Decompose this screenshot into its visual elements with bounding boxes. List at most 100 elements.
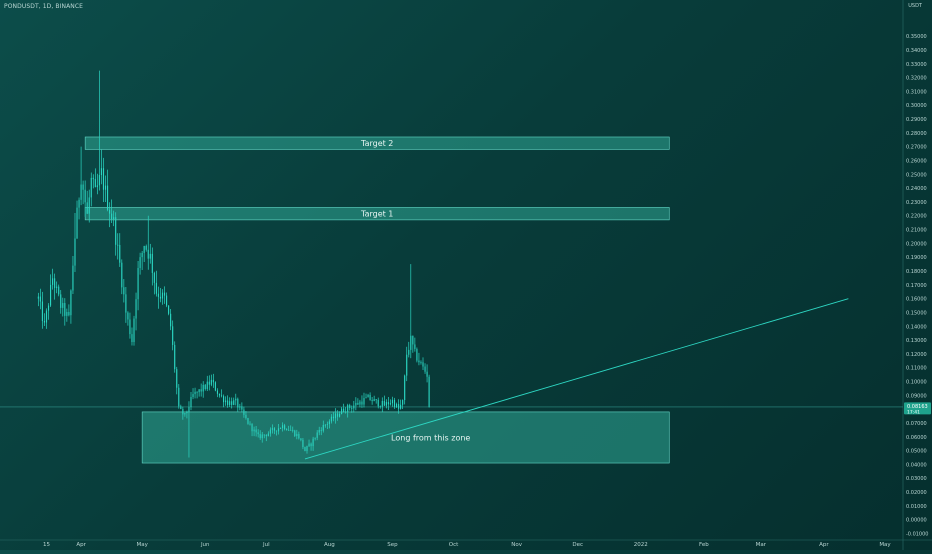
candle[interactable] (115, 212, 117, 256)
candle[interactable] (39, 288, 41, 310)
candle[interactable] (239, 403, 241, 411)
candle[interactable] (414, 337, 416, 352)
candle[interactable] (74, 212, 76, 273)
candle[interactable] (286, 428, 288, 431)
candle[interactable] (172, 320, 174, 351)
candle[interactable] (141, 250, 143, 270)
candle[interactable] (391, 396, 394, 407)
zone-long[interactable] (141, 411, 670, 464)
support-trendline[interactable] (304, 298, 849, 460)
candle[interactable] (343, 403, 345, 413)
candle[interactable] (310, 442, 312, 451)
candle[interactable] (247, 417, 249, 425)
candle[interactable] (400, 399, 402, 410)
candle[interactable] (265, 434, 267, 442)
candle[interactable] (125, 287, 127, 323)
candle[interactable] (377, 397, 379, 409)
candle[interactable] (145, 244, 147, 252)
candle[interactable] (341, 407, 343, 415)
candle[interactable] (208, 375, 210, 391)
candle[interactable] (367, 393, 369, 398)
candle[interactable] (381, 397, 383, 413)
candle[interactable] (261, 432, 263, 443)
candle[interactable] (229, 397, 231, 407)
candle[interactable] (328, 419, 330, 429)
candle[interactable] (316, 430, 318, 441)
candle[interactable] (176, 366, 178, 395)
candle[interactable] (395, 402, 398, 409)
candle[interactable] (225, 396, 227, 406)
candle[interactable] (153, 271, 155, 295)
time-axis[interactable]: 15 Apr May Jun Jul Aug Sep Oct Nov Dec 2022 Feb Mar A… (43, 542, 891, 548)
candle[interactable] (410, 264, 412, 359)
candle[interactable] (113, 210, 115, 227)
candle[interactable] (275, 430, 278, 436)
candle[interactable] (111, 199, 113, 224)
candle[interactable] (298, 431, 300, 440)
candle[interactable] (408, 341, 410, 358)
candle[interactable] (216, 388, 219, 398)
candle[interactable] (50, 274, 52, 307)
candle[interactable] (119, 233, 121, 267)
candle[interactable] (263, 434, 265, 439)
candle[interactable] (282, 422, 284, 432)
candle[interactable] (182, 406, 184, 420)
candle[interactable] (214, 381, 216, 392)
candle[interactable] (339, 411, 341, 418)
candle[interactable] (416, 347, 418, 363)
candle[interactable] (78, 197, 80, 220)
candle[interactable] (190, 391, 192, 411)
candle[interactable] (184, 412, 186, 417)
candle[interactable] (379, 405, 381, 409)
candle[interactable] (188, 401, 190, 458)
candle[interactable] (127, 311, 129, 326)
candle[interactable] (312, 436, 314, 451)
candle[interactable] (80, 146, 82, 206)
candle[interactable] (163, 286, 166, 304)
candle[interactable] (137, 261, 139, 311)
candle[interactable] (222, 394, 225, 408)
candle[interactable] (241, 402, 243, 413)
candle[interactable] (52, 268, 54, 290)
candle[interactable] (218, 393, 221, 398)
candle[interactable] (168, 305, 170, 316)
candle[interactable] (92, 174, 94, 189)
candle[interactable] (426, 364, 428, 383)
candle[interactable] (131, 327, 133, 346)
candle[interactable] (428, 374, 430, 408)
candle[interactable] (151, 247, 153, 286)
candle[interactable] (318, 426, 320, 436)
candle[interactable] (292, 426, 294, 433)
candle[interactable] (102, 157, 105, 202)
candle[interactable] (296, 429, 298, 440)
candle[interactable] (233, 397, 235, 406)
candle[interactable] (255, 425, 257, 437)
candle[interactable] (279, 427, 282, 429)
candle[interactable] (96, 173, 98, 195)
candle[interactable] (361, 395, 363, 408)
candle[interactable] (194, 387, 196, 399)
candle[interactable] (210, 374, 212, 387)
candle[interactable] (332, 412, 335, 422)
candle[interactable] (402, 399, 404, 410)
candle[interactable] (422, 357, 424, 370)
candle[interactable] (133, 315, 135, 346)
candle[interactable] (418, 352, 420, 366)
candle[interactable] (100, 149, 103, 185)
candle[interactable] (62, 297, 64, 317)
candle[interactable] (166, 292, 168, 308)
candle[interactable] (277, 424, 280, 435)
candle[interactable] (334, 408, 337, 424)
candle[interactable] (363, 392, 365, 408)
candle[interactable] (324, 424, 326, 428)
candle[interactable] (117, 233, 119, 260)
candle[interactable] (300, 438, 302, 442)
candle[interactable] (251, 423, 253, 437)
candle[interactable] (43, 313, 46, 326)
candle[interactable] (308, 439, 310, 448)
candle[interactable] (383, 395, 385, 407)
candle[interactable] (369, 392, 371, 401)
candle[interactable] (143, 245, 145, 263)
candle[interactable] (302, 437, 304, 450)
candle[interactable] (84, 180, 86, 217)
